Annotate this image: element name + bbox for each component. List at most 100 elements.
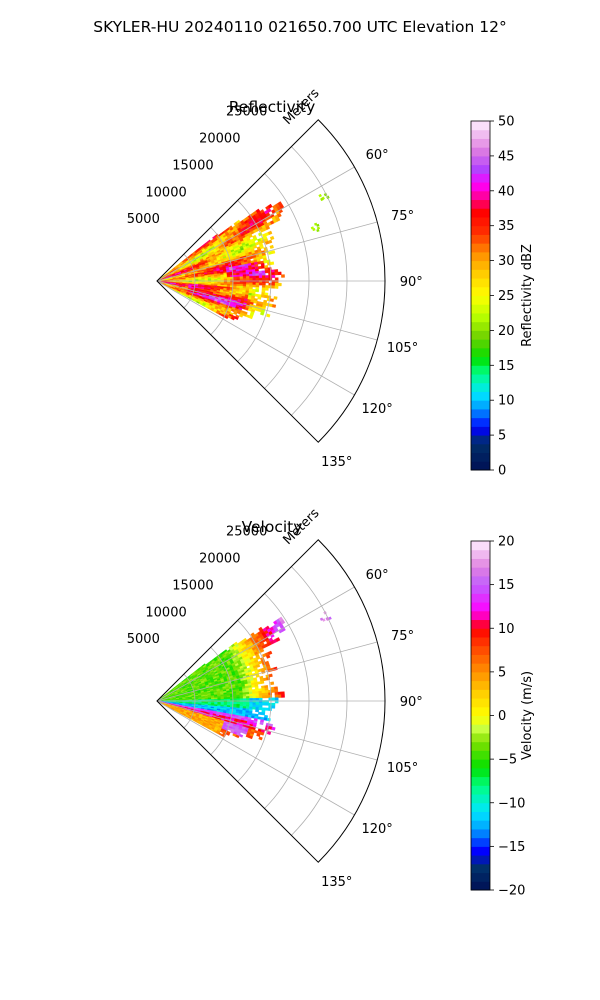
colorbar-tick-label: −15 (498, 840, 525, 855)
radar-gate (320, 197, 324, 201)
radar-gate (258, 704, 263, 708)
radar-gate (255, 275, 260, 279)
radar-gate (265, 695, 269, 699)
colorbar-segment (471, 636, 490, 647)
radar-gate (257, 265, 262, 270)
colorbar-segment (471, 567, 490, 577)
colorbar-segment (471, 837, 490, 847)
radar-gate (268, 282, 273, 286)
radar-gate (246, 702, 250, 705)
range-tick-label: 10000 (145, 185, 186, 200)
radar-gate (258, 697, 263, 701)
radar-gate (233, 276, 237, 280)
colorbar-segment (471, 312, 490, 323)
colorbar-segment (471, 435, 490, 445)
colorbar-segment (471, 654, 490, 664)
radar-gate (312, 228, 316, 232)
radar-gate (267, 230, 273, 236)
radar-gate (252, 275, 257, 279)
radar-gate (261, 695, 266, 699)
radar-gate (273, 296, 278, 300)
radar-gate (274, 691, 279, 696)
radar-gate (269, 298, 274, 302)
radar-gate (271, 726, 276, 731)
colorbar-segment (471, 881, 490, 891)
radar-gate (252, 278, 257, 281)
colorbar-segment (471, 872, 490, 882)
radar-gate (277, 694, 282, 698)
azimuth-tick-label: 75° (391, 209, 414, 224)
radar-gate (252, 695, 257, 699)
azimuth-tick-label: 120° (361, 822, 392, 837)
radar-gate (261, 690, 266, 694)
radar-gate (268, 692, 272, 696)
radar-gate (261, 275, 266, 279)
radar-gate (262, 282, 266, 286)
radar-gate (271, 689, 276, 693)
colorbar-segment (471, 304, 490, 314)
radar-gate (268, 694, 273, 699)
radar-gate (252, 693, 257, 697)
radar-gate (274, 694, 279, 698)
radar-gate (316, 226, 321, 230)
radar-gate (268, 707, 272, 712)
colorbar-segment (471, 225, 490, 235)
radar-gate (271, 250, 276, 255)
radar-gate (252, 284, 257, 288)
radar-gate (242, 276, 247, 279)
radar-gate (233, 696, 237, 700)
radar-gate (259, 721, 264, 726)
colorbar-segment (471, 443, 490, 454)
colorbar-segment (471, 794, 490, 804)
radar-gate (242, 282, 247, 285)
colorbar-segment (471, 767, 490, 778)
radar-gate (261, 712, 266, 716)
colorbar-segment (471, 234, 490, 244)
radar-gate (274, 697, 279, 701)
radar-gate (242, 696, 247, 699)
radar-gate (261, 272, 266, 276)
radar-gate (264, 690, 269, 694)
colorbar-segment (471, 391, 490, 401)
colorbar-segment (471, 330, 490, 340)
colorbar-segment (471, 269, 490, 279)
radar-gate (242, 278, 247, 281)
radar-gate (271, 702, 276, 706)
colorbar-segment (471, 121, 490, 131)
colorbar-segment (471, 216, 490, 227)
radar-gate (255, 702, 260, 706)
radar-gate (223, 278, 228, 281)
colorbar-segment (471, 619, 490, 629)
radar-gate (254, 293, 259, 297)
colorbar-segment (471, 408, 490, 419)
colorbar-tick-label: 10 (498, 622, 515, 637)
radar-gate (268, 705, 273, 709)
radar-gate (246, 278, 250, 281)
colorbar-label: Reflectivity dBZ (520, 244, 535, 347)
radar-gate (233, 278, 238, 281)
radar-gate (260, 680, 265, 685)
colorbar-segment (471, 365, 490, 375)
colorbar-segment (471, 426, 490, 436)
radar-gate (281, 274, 285, 278)
colorbar-tick-label: 15 (498, 578, 515, 593)
radar-gate (255, 282, 260, 286)
colorbar-tick-label: 35 (498, 219, 515, 234)
colorbar-tick-label: −10 (498, 796, 525, 811)
colorbar-segment (471, 452, 490, 462)
colorbar-segment (471, 461, 490, 471)
range-tick-label: 15000 (172, 578, 213, 593)
radar-gate (248, 315, 253, 320)
colorbar-tick-label: 50 (498, 115, 515, 130)
polar-grid (156, 566, 385, 836)
radar-gate (277, 271, 282, 276)
radar-gate (251, 715, 256, 719)
radar-gate (264, 270, 269, 274)
colorbar-segment (471, 382, 490, 392)
colorbar-segment (471, 129, 490, 139)
colorbar-segment (471, 356, 490, 366)
colorbar-segment (471, 295, 490, 305)
colorbar-segment (471, 575, 490, 586)
radar-gate (274, 277, 279, 281)
